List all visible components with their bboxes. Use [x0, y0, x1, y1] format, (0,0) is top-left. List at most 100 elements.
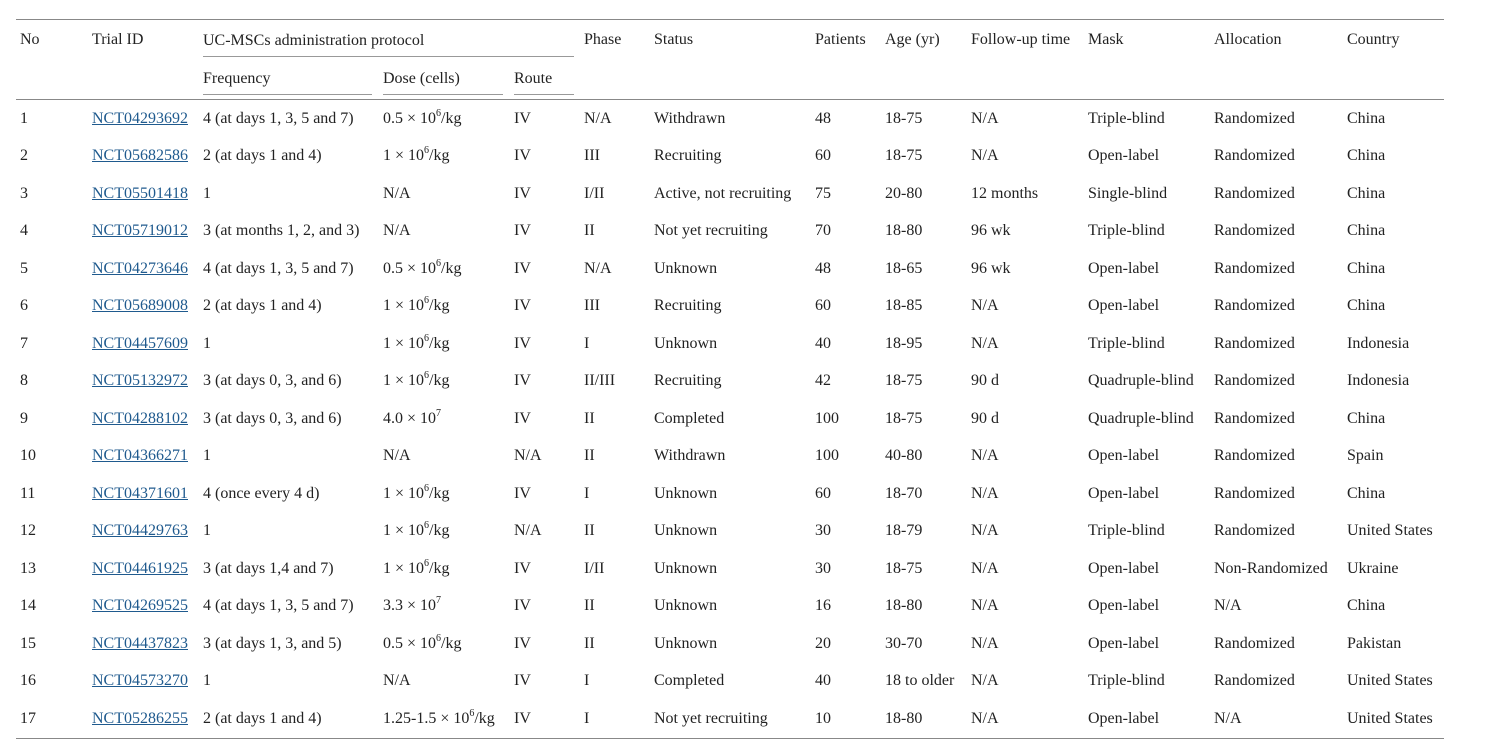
header-mask: Mask: [1088, 30, 1124, 48]
row-number: 10: [20, 447, 36, 465]
followup-cell: N/A: [971, 522, 999, 540]
dose-exponent: 6: [424, 370, 430, 382]
trial-id-link[interactable]: NCT05689008: [92, 297, 188, 315]
dose-cell: N/A: [379, 213, 510, 251]
status-cell: Active, not recruiting: [654, 184, 792, 202]
followup-cell: N/A: [971, 334, 999, 352]
dose-base: 1 × 10: [383, 522, 425, 540]
country-cell: China: [1347, 484, 1386, 502]
trial-id-link[interactable]: NCT05719012: [92, 222, 188, 240]
status-cell: Unknown: [654, 334, 718, 352]
age-cell: 18-65: [885, 259, 923, 277]
followup-cell: N/A: [971, 709, 999, 727]
row-number: 1: [20, 109, 28, 127]
dose-base: N/A: [383, 222, 411, 240]
status-cell: Unknown: [654, 484, 718, 502]
country-cell: United States: [1347, 709, 1433, 727]
country-cell: China: [1347, 109, 1386, 127]
followup-cell: 96 wk: [971, 259, 1011, 277]
allocation-cell: Randomized: [1214, 634, 1295, 652]
followup-cell: 12 months: [971, 184, 1039, 202]
status-cell: Recruiting: [654, 147, 722, 165]
age-cell: 18-79: [885, 522, 923, 540]
trial-id-link[interactable]: NCT04371601: [92, 484, 188, 502]
trial-id-cell: NCT04269525: [88, 588, 199, 626]
patients-cell: 60: [815, 147, 831, 165]
trial-id-link[interactable]: NCT04429763: [92, 522, 188, 540]
row-number: 8: [20, 372, 28, 390]
phase-cell: I: [584, 484, 590, 502]
dose-cell: 4.0 × 107: [379, 400, 510, 438]
status-cell: Unknown: [654, 634, 718, 652]
mask-cell: Triple-blind: [1088, 109, 1165, 127]
mask-cell: Triple-blind: [1088, 522, 1165, 540]
trial-id-cell: NCT05501418: [88, 175, 199, 213]
patients-cell: 48: [815, 259, 831, 277]
dose-base: 1 × 10: [383, 372, 425, 390]
table-row: 17 NCT05286255 2 (at days 1 and 4) 1.25-1.5…: [16, 700, 1444, 738]
frequency-cell: 1: [203, 447, 211, 465]
mask-cell: Open-label: [1088, 447, 1160, 465]
clinical-trials-table: No Trial ID UC-MSCs administration proto…: [16, 19, 1444, 739]
trial-id-link[interactable]: NCT04288102: [92, 409, 188, 427]
header-route-cell: Route: [510, 59, 580, 100]
header-frequency: Frequency: [203, 64, 372, 95]
dose-unit: /kg: [441, 259, 462, 277]
dose-unit: /kg: [429, 334, 450, 352]
trial-id-link[interactable]: NCT04269525: [92, 597, 188, 615]
mask-cell: Open-label: [1088, 259, 1160, 277]
frequency-cell: 1: [203, 184, 211, 202]
trial-id-cell: NCT05132972: [88, 363, 199, 401]
age-cell: 18-70: [885, 484, 923, 502]
frequency-cell: 3 (at days 0, 3, and 6): [203, 372, 342, 390]
followup-cell: 90 d: [971, 372, 999, 390]
table-row: 8 NCT05132972 3 (at days 0, 3, and 6) 1 × 1…: [16, 363, 1444, 401]
status-cell: Completed: [654, 672, 725, 690]
patients-cell: 40: [815, 672, 831, 690]
trial-id-link[interactable]: NCT04457609: [92, 334, 188, 352]
route-cell: IV: [514, 559, 531, 577]
header-dose: Dose (cells): [383, 64, 503, 95]
trial-id-link[interactable]: NCT04366271: [92, 447, 188, 465]
route-cell: IV: [514, 672, 531, 690]
patients-cell: 16: [815, 597, 831, 615]
frequency-cell: 4 (at days 1, 3, 5 and 7): [203, 109, 354, 127]
trial-id-link[interactable]: NCT04461925: [92, 559, 188, 577]
trial-id-link[interactable]: NCT05501418: [92, 184, 188, 202]
dose-base: 1 × 10: [383, 559, 425, 577]
route-cell: IV: [514, 372, 531, 390]
trial-id-link[interactable]: NCT04273646: [92, 259, 188, 277]
dose-unit: /kg: [441, 634, 462, 652]
trial-id-cell: NCT05719012: [88, 213, 199, 251]
trial-id-link[interactable]: NCT05286255: [92, 709, 188, 727]
route-cell: IV: [514, 109, 531, 127]
trial-id-link[interactable]: NCT04293692: [92, 109, 188, 127]
status-cell: Withdrawn: [654, 447, 726, 465]
table-row: 2 NCT05682586 2 (at days 1 and 4) 1 × 106/k…: [16, 138, 1444, 176]
row-number: 2: [20, 147, 28, 165]
status-cell: Unknown: [654, 597, 718, 615]
header-route: Route: [514, 64, 574, 95]
followup-cell: N/A: [971, 109, 999, 127]
row-number: 6: [20, 297, 28, 315]
route-cell: IV: [514, 184, 531, 202]
patients-cell: 70: [815, 222, 831, 240]
followup-cell: 96 wk: [971, 222, 1011, 240]
trial-id-link[interactable]: NCT04573270: [92, 672, 188, 690]
allocation-cell: Randomized: [1214, 334, 1295, 352]
dose-unit: /kg: [429, 484, 450, 502]
dose-base: 0.5 × 10: [383, 259, 437, 277]
age-cell: 18-75: [885, 109, 923, 127]
trial-id-link[interactable]: NCT04437823: [92, 634, 188, 652]
table-row: 14 NCT04269525 4 (at days 1, 3, 5 and 7) 3.…: [16, 588, 1444, 626]
patients-cell: 60: [815, 297, 831, 315]
dose-base: 4.0 × 10: [383, 409, 437, 427]
country-cell: Spain: [1347, 447, 1384, 465]
patients-cell: 60: [815, 484, 831, 502]
frequency-cell: 1: [203, 334, 211, 352]
trial-id-link[interactable]: NCT05682586: [92, 147, 188, 165]
dose-exponent: 6: [436, 257, 442, 269]
trial-id-link[interactable]: NCT05132972: [92, 372, 188, 390]
header-age: Age (yr): [885, 30, 940, 48]
header-no: No: [20, 30, 40, 48]
